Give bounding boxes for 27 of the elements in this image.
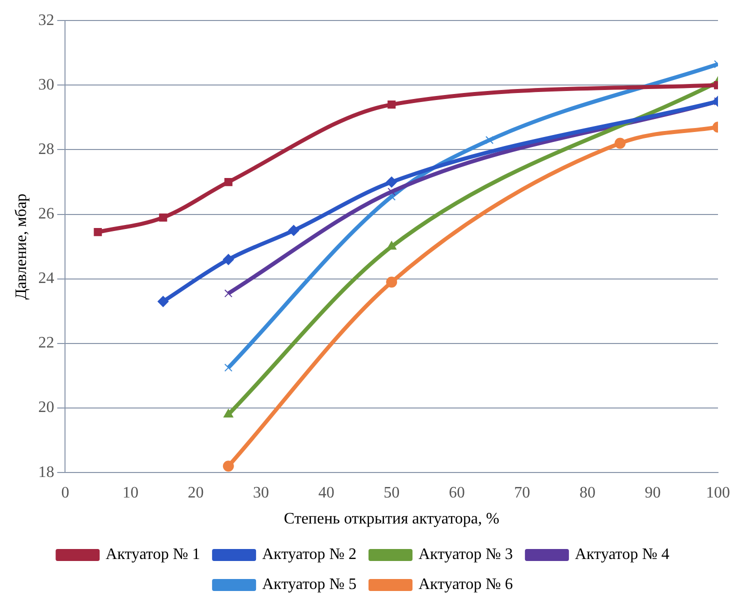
y-tick-label: 24 (38, 270, 54, 288)
y-tick-label: 26 (38, 206, 54, 223)
x-tick-label: 90 (644, 484, 661, 502)
legend-label: Актуатор № 1 (106, 546, 200, 564)
y-tick-label: 32 (38, 12, 54, 29)
x-tick-label: 10 (122, 484, 138, 502)
x-tick-label: 40 (318, 484, 334, 502)
y-tick-label: 20 (38, 399, 54, 416)
legend-label: Актуатор № 3 (418, 546, 513, 564)
y-axis-title: Давление, мбар (12, 194, 30, 300)
legend-label: Актуатор № 6 (418, 576, 513, 594)
y-tick-label: 30 (38, 76, 54, 94)
y-tick-label: 22 (38, 334, 54, 352)
y-tick-label: 28 (38, 140, 54, 158)
x-tick-label: 0 (61, 484, 70, 502)
x-tick-label: 60 (448, 484, 465, 502)
x-tick-label: 30 (253, 484, 270, 502)
x-tick-label: 80 (579, 484, 596, 502)
y-tick-label: 18 (38, 464, 54, 481)
x-axis-title: Степень открытия актуатора, % (284, 510, 500, 528)
x-tick-label: 70 (514, 484, 530, 502)
x-tick-label: 50 (384, 484, 400, 502)
legend-label: Актуатор № 2 (262, 546, 356, 564)
x-tick-label: 20 (188, 484, 204, 502)
legend-label: Актуатор № 4 (574, 546, 670, 564)
legend-label: Актуатор № 5 (262, 576, 356, 594)
x-tick-label: 100 (706, 484, 730, 502)
